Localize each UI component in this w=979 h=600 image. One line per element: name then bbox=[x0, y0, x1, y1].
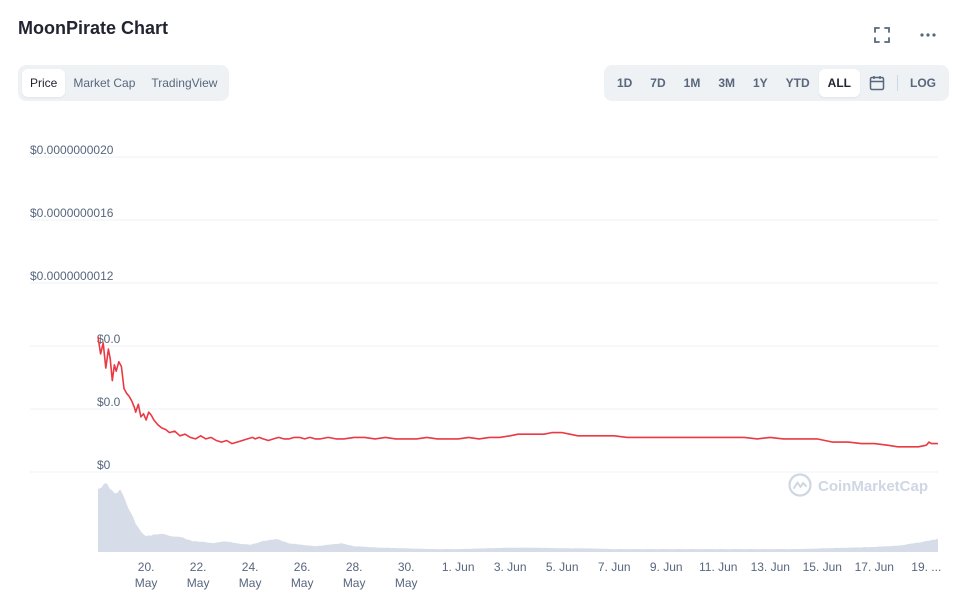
chart-grid bbox=[30, 156, 938, 473]
x-tick-label-month: May bbox=[395, 576, 418, 590]
x-tick-label: 30. bbox=[398, 560, 415, 574]
x-tick-label: 24. bbox=[242, 560, 259, 574]
y-tick-label: $0 bbox=[97, 458, 111, 472]
x-axis-ticks: 20. May 22. May 24. May 26. May 28. May 30. May 1. J… bbox=[135, 560, 942, 590]
y-tick-label: $0.0 bbox=[97, 332, 121, 346]
chart-title: MoonPirate Chart bbox=[18, 18, 169, 38]
x-tick-label-month: May bbox=[291, 576, 314, 590]
y-axis-ticks: $0.0000000020 $0.0000000016 $0.0000000012 $… bbox=[30, 143, 121, 472]
x-tick-label: 13. Jun bbox=[751, 560, 790, 574]
calendar-icon[interactable] bbox=[860, 69, 894, 97]
x-tick-label: 3. Jun bbox=[494, 560, 527, 574]
x-tick-label: 11. Jun bbox=[699, 560, 737, 574]
x-tick-label: 1. Jun bbox=[442, 560, 475, 574]
more-horizontal-icon[interactable] bbox=[917, 24, 939, 46]
x-tick-label-month: May bbox=[343, 576, 366, 590]
log-toggle[interactable]: LOG bbox=[910, 76, 936, 90]
x-tick-label-month: May bbox=[239, 576, 262, 590]
y-tick-label: $0.0000000012 bbox=[30, 269, 114, 283]
x-tick-label: 5. Jun bbox=[546, 560, 579, 574]
watermark: CoinMarketCap bbox=[788, 473, 928, 497]
volume-area bbox=[98, 483, 938, 552]
range-1y[interactable]: 1Y bbox=[752, 76, 768, 90]
y-tick-label: $0.0 bbox=[97, 395, 121, 409]
range-all[interactable]: ALL bbox=[818, 69, 860, 97]
range-ytd[interactable]: YTD bbox=[785, 76, 810, 90]
x-tick-label-month: May bbox=[135, 576, 158, 590]
coinmarketcap-logo-icon bbox=[788, 473, 812, 497]
volume-area-path bbox=[98, 483, 938, 552]
range-7d[interactable]: 7D bbox=[650, 76, 666, 90]
y-tick-label: $0.0000000020 bbox=[30, 143, 114, 157]
tab-price[interactable]: Price bbox=[22, 69, 66, 97]
x-tick-label: 28. bbox=[346, 560, 363, 574]
x-tick-label: 7. Jun bbox=[598, 560, 631, 574]
x-tick-label: 19. ... bbox=[911, 560, 941, 574]
price-line-path bbox=[97, 336, 938, 448]
x-tick-label-month: May bbox=[187, 576, 210, 590]
x-tick-label: 22. bbox=[190, 560, 207, 574]
range-selector: 1D 7D 1M 3M 1Y YTD ALL LOG bbox=[603, 65, 949, 101]
tab-tradingview[interactable]: TradingView bbox=[151, 76, 218, 90]
watermark-text: CoinMarketCap bbox=[818, 478, 928, 495]
x-tick-label: 20. bbox=[138, 560, 155, 574]
x-tick-label: 15. Jun bbox=[803, 560, 842, 574]
header-actions bbox=[871, 24, 939, 46]
range-divider bbox=[897, 75, 898, 91]
price-line bbox=[97, 336, 938, 448]
chart-type-tabs: Price Market Cap TradingView bbox=[18, 65, 230, 101]
x-tick-label: 17. Jun bbox=[855, 560, 894, 574]
y-tick-label: $0.0000000016 bbox=[30, 206, 114, 220]
range-1m[interactable]: 1M bbox=[683, 76, 701, 90]
expand-icon[interactable] bbox=[871, 24, 893, 46]
tab-market-cap[interactable]: Market Cap bbox=[73, 76, 136, 90]
x-tick-label: 26. bbox=[294, 560, 311, 574]
range-1d[interactable]: 1D bbox=[616, 76, 633, 90]
range-3m[interactable]: 3M bbox=[718, 76, 735, 90]
x-tick-label: 9. Jun bbox=[650, 560, 683, 574]
